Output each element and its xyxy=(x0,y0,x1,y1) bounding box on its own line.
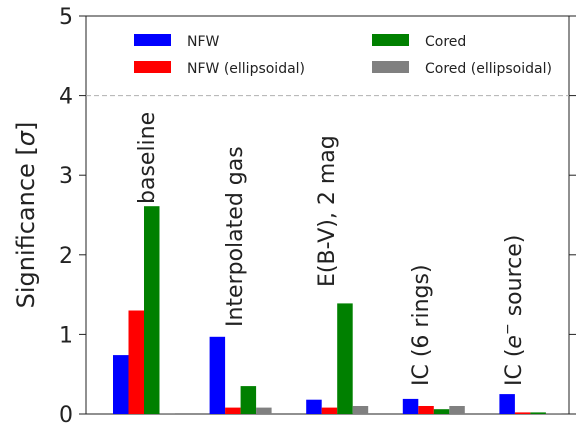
y-tick-label-3: 3 xyxy=(59,164,73,189)
y-axis: 0 1 2 3 4 5 xyxy=(59,5,576,424)
y-axis-label-close: ] xyxy=(12,122,40,131)
legend-swatch-nfw xyxy=(134,34,171,46)
legend-label-cored: Cored xyxy=(425,34,466,50)
bar-cored-ellipsoidal-0 xyxy=(159,413,175,414)
bar-cored-3 xyxy=(433,409,450,414)
bar-cored-ellipsoidal-3 xyxy=(449,406,465,414)
category-label-ic-e-source-post: source) xyxy=(502,235,527,324)
bar-nfw-2 xyxy=(306,399,322,414)
bar-nfw-3 xyxy=(402,398,419,414)
category-label-baseline: baseline xyxy=(135,112,160,204)
bar-cored-2 xyxy=(337,303,353,414)
bar-nfw-ellipsoidal-4 xyxy=(514,412,531,414)
category-label-ic-e-source-pre: IC ( xyxy=(502,349,527,386)
category-labels: baseline Interpolated gas E(B-V), 2 mag … xyxy=(135,112,527,386)
bar-cored-1 xyxy=(240,386,257,414)
bar-nfw-ellipsoidal-0 xyxy=(128,310,144,414)
legend-label-nfw-ellipsoidal: NFW (ellipsoidal) xyxy=(187,61,305,77)
bar-nfw-ellipsoidal-3 xyxy=(418,406,434,414)
category-label-interpolated-gas: Interpolated gas xyxy=(223,146,248,327)
bar-nfw-ellipsoidal-1 xyxy=(225,407,241,414)
category-label-ic-e-source-e: e xyxy=(502,335,527,349)
bar-cored-ellipsoidal-1 xyxy=(256,407,272,414)
y-axis-label-sigma: σ xyxy=(12,130,40,146)
y-tick-label-4: 4 xyxy=(59,85,73,110)
bar-cored-4 xyxy=(530,412,546,414)
category-label-ebv-2mag: E(B-V), 2 mag xyxy=(315,135,340,287)
category-label-ic-e-source: IC (e− source) xyxy=(500,235,527,386)
y-axis-label: Significance [σ] xyxy=(12,122,40,309)
legend-swatch-cored xyxy=(372,34,409,46)
legend-label-cored-ellipsoidal: Cored (ellipsoidal) xyxy=(425,61,552,77)
y-tick-label-5: 5 xyxy=(59,5,73,30)
bar-nfw-4 xyxy=(499,394,515,414)
bar-nfw-0 xyxy=(113,355,129,414)
bar-cored-ellipsoidal-4 xyxy=(545,413,562,414)
plot-area xyxy=(85,15,570,415)
bars xyxy=(113,206,562,414)
legend: NFW NFW (ellipsoidal) Cored Cored (ellipsoi… xyxy=(134,34,552,77)
y-tick-label-2: 2 xyxy=(59,244,73,269)
category-label-ic-6-rings: IC (6 rings) xyxy=(409,264,434,386)
y-axis-label-text: Significance [ xyxy=(12,146,40,308)
legend-swatch-cored-ellipsoidal xyxy=(372,61,409,73)
bar-cored-ellipsoidal-2 xyxy=(352,406,369,414)
bar-cored-0 xyxy=(144,206,160,414)
category-label-ic-e-source-sup: − xyxy=(500,323,516,335)
y-tick-label-1: 1 xyxy=(59,323,73,348)
y-tick-label-0: 0 xyxy=(59,403,73,424)
legend-label-nfw: NFW xyxy=(187,34,220,50)
legend-swatch-nfw-ellipsoidal xyxy=(134,61,171,73)
bar-nfw-1 xyxy=(209,336,226,414)
bar-nfw-ellipsoidal-2 xyxy=(321,407,338,414)
